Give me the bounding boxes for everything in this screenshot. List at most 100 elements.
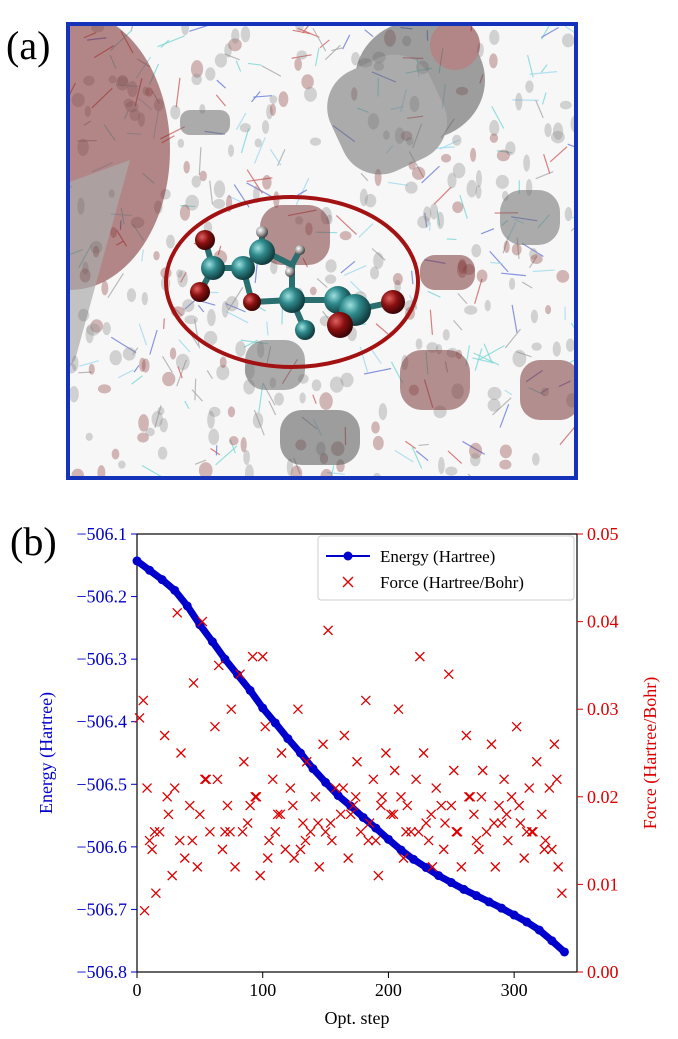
- solvent-bond: [292, 29, 310, 35]
- solvent-bond: [350, 281, 363, 294]
- solvent-molecule: [262, 174, 272, 190]
- solvent-bond: [227, 286, 244, 311]
- force-point: [501, 809, 512, 820]
- solvent-bond: [132, 347, 139, 356]
- solvent-molecule: [489, 53, 498, 69]
- energy-point: [484, 897, 494, 907]
- solvent-bond: [360, 172, 369, 182]
- force-point: [506, 791, 517, 802]
- solvent-molecule: [325, 259, 337, 273]
- force-point: [245, 800, 256, 811]
- force-point: [138, 695, 149, 706]
- solvent-bond: [429, 309, 433, 335]
- solvent-bond: [472, 357, 494, 364]
- chart-legend: Energy (Hartree) Force (Hartree/Bohr): [317, 535, 575, 601]
- solvent-molecule: [531, 342, 542, 351]
- force-point: [238, 756, 249, 767]
- solvent-bond: [178, 339, 191, 353]
- y-right-tick-label: 0.02: [587, 787, 619, 807]
- x-tick-label: 200: [375, 980, 402, 1000]
- solvent-bond: [480, 228, 495, 235]
- force-point: [539, 844, 550, 855]
- solvent-bond: [424, 212, 428, 228]
- solvent-bond: [246, 177, 273, 183]
- solvent-bond: [138, 323, 148, 346]
- force-point: [531, 756, 542, 767]
- solvent-molecule: [470, 147, 477, 162]
- solvent-molecule: [371, 421, 380, 434]
- solvent-bond: [559, 425, 576, 446]
- force-point: [314, 861, 325, 872]
- force-point: [461, 730, 472, 741]
- solvent-bond: [429, 222, 431, 231]
- force-point: [305, 826, 316, 837]
- force-point: [360, 695, 371, 706]
- energy-point: [145, 565, 155, 575]
- force-point: [154, 826, 165, 837]
- force-point: [289, 853, 300, 864]
- energy-point: [346, 801, 356, 811]
- energy-point: [245, 685, 255, 695]
- solvent-molecule: [422, 206, 432, 222]
- force-point: [176, 748, 186, 758]
- solvent-bond: [266, 321, 269, 336]
- force-point: [251, 791, 262, 802]
- solvent-molecule: [559, 100, 572, 110]
- solvent-molecule: [503, 240, 510, 253]
- solvent-bond: [319, 39, 330, 49]
- solvent-bond: [521, 281, 533, 289]
- force-point: [519, 853, 530, 864]
- solvent-bond: [570, 322, 576, 332]
- solvent-molecule: [170, 104, 181, 120]
- highlight-ellipse: [164, 195, 420, 369]
- solvent-molecule: [550, 130, 565, 144]
- solvent-molecule: [204, 330, 218, 346]
- solvent-molecule: [166, 234, 175, 249]
- solvent-molecule: [471, 244, 482, 258]
- y-left-tick-label: −506.7: [76, 899, 127, 919]
- force-point: [197, 616, 208, 627]
- force-point: [546, 844, 557, 855]
- solvent-bond: [364, 29, 374, 38]
- solvent-bond: [253, 95, 272, 98]
- force-point: [339, 730, 350, 741]
- solvent-molecule: [529, 248, 538, 260]
- solvent-molecule: [304, 86, 317, 102]
- force-point: [264, 835, 274, 846]
- solvent-molecule: [225, 296, 239, 312]
- solvent-molecule: [274, 392, 284, 406]
- y-left-tick-label: −506.6: [76, 837, 127, 857]
- force-point: [426, 809, 437, 820]
- solvent-bond: [490, 261, 503, 265]
- solvent-bond: [446, 238, 457, 241]
- force-point: [521, 826, 532, 837]
- y-left-tick-label: −506.2: [76, 587, 127, 607]
- energy-point: [421, 863, 431, 873]
- solvent-bond: [496, 150, 513, 154]
- solvent-bond: [474, 278, 483, 304]
- solvent-molecule: [141, 291, 148, 306]
- solvent-bond: [118, 369, 134, 379]
- solvent-bond: [247, 62, 262, 66]
- solvent-molecule: [373, 252, 384, 269]
- solvent-bond: [436, 146, 455, 149]
- force-point: [411, 774, 422, 785]
- solvent-bond: [532, 269, 555, 273]
- solvent-molecule: [511, 243, 522, 256]
- solvent-bond: [235, 112, 247, 131]
- force-point: [301, 756, 312, 767]
- force-point: [167, 870, 178, 881]
- force-point: [222, 800, 233, 811]
- solvent-molecule: [470, 452, 481, 467]
- force-point: [481, 826, 492, 837]
- force-point: [494, 800, 505, 811]
- solvent-bond: [459, 194, 468, 219]
- solvent-bond: [394, 449, 414, 463]
- solvent-bond: [473, 352, 500, 366]
- solvent-bond: [483, 343, 493, 364]
- force-point: [456, 861, 467, 872]
- force-point: [326, 835, 337, 846]
- solvent-molecule: [191, 175, 201, 188]
- force-point: [511, 721, 522, 732]
- force-point: [270, 826, 281, 837]
